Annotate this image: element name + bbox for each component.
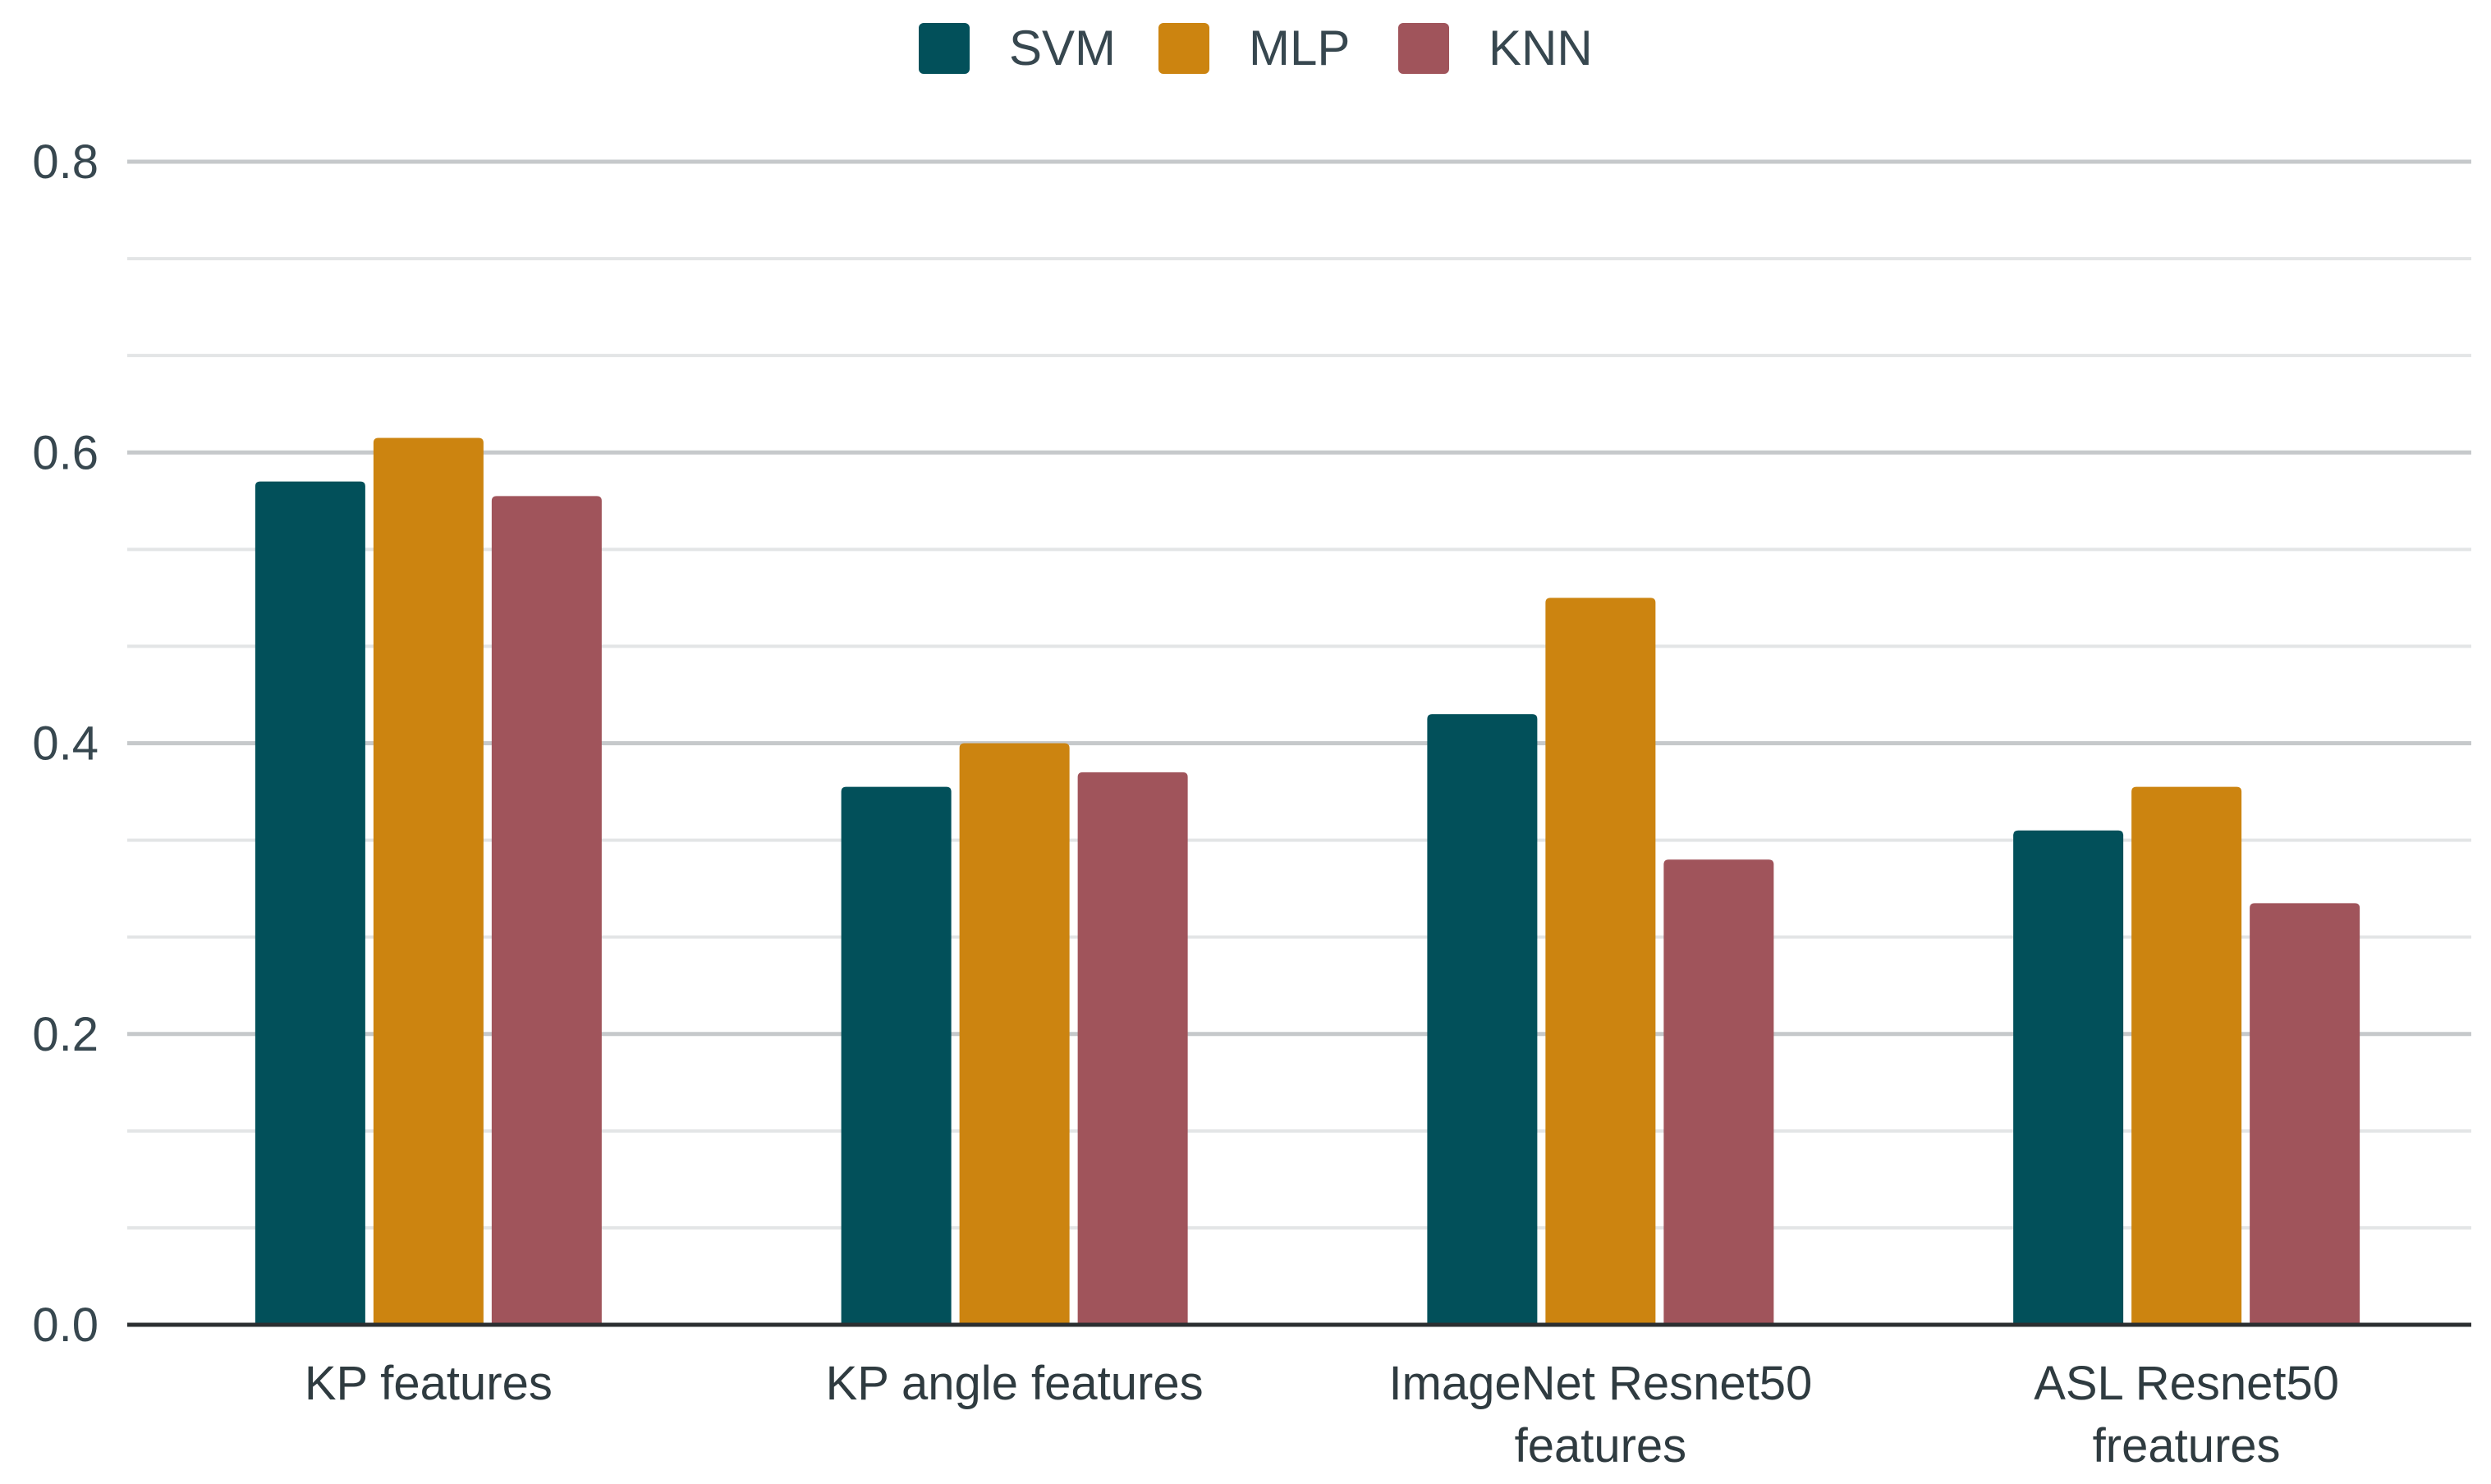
- x-axis: KP features KP angle features ImageNet Res…: [127, 1322, 2471, 1473]
- x-tick-label: KP features: [305, 1357, 553, 1410]
- bar-svm: [255, 481, 365, 1325]
- bar-svm: [2013, 830, 2124, 1325]
- legend: SVM MLP KNN: [919, 21, 1593, 76]
- x-tick-label: KP angle features: [826, 1357, 1204, 1410]
- x-tick-label: ImageNet Resnet50 features: [1388, 1357, 1812, 1473]
- x-tick-label: ASL Resnet50 freatures: [2034, 1357, 2339, 1473]
- bar-mlp: [2131, 786, 2242, 1325]
- bars: [255, 437, 2360, 1325]
- y-tick-label: 0.6: [32, 426, 99, 479]
- bar-knn: [1077, 772, 1188, 1325]
- bar-mlp: [1545, 598, 1656, 1325]
- legend-swatch: [1398, 23, 1449, 74]
- legend-item-knn: KNN: [1398, 21, 1593, 76]
- legend-label: SVM: [1009, 21, 1116, 76]
- legend-item-mlp: MLP: [1158, 21, 1350, 76]
- y-tick-label: 0.0: [32, 1298, 99, 1352]
- bar-svm: [841, 786, 952, 1325]
- bar-knn: [1663, 859, 1774, 1325]
- bar-knn: [2250, 903, 2360, 1325]
- y-tick-label: 0.2: [32, 1008, 99, 1061]
- legend-label: KNN: [1489, 21, 1593, 76]
- legend-label: MLP: [1249, 21, 1350, 76]
- y-axis: 0.0 0.2 0.4 0.6 0.8: [32, 135, 99, 1352]
- legend-swatch: [919, 23, 970, 74]
- legend-swatch: [1158, 23, 1209, 74]
- y-tick-label: 0.4: [32, 717, 99, 771]
- bar-mlp: [373, 437, 484, 1325]
- bar-svm: [1427, 714, 1538, 1325]
- bar-knn: [491, 496, 602, 1325]
- y-tick-label: 0.8: [32, 135, 99, 189]
- bar-mlp: [959, 743, 1070, 1325]
- legend-item-svm: SVM: [919, 21, 1116, 76]
